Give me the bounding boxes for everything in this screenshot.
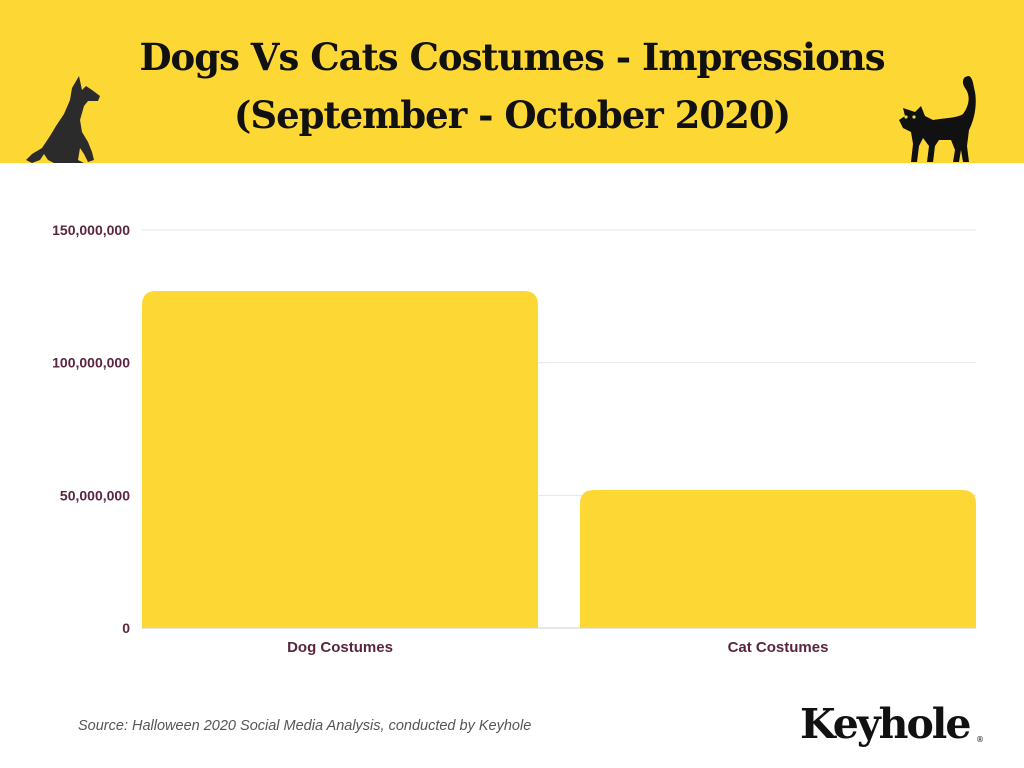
- header-banner: Dogs Vs Cats Costumes - Impressions (Sep…: [0, 0, 1024, 163]
- y-tick-label: 100,000,000: [52, 355, 130, 371]
- y-tick-label: 50,000,000: [60, 487, 130, 503]
- y-tick-label: 150,000,000: [52, 222, 130, 238]
- bar: [580, 490, 976, 628]
- dog-silhouette-icon: [26, 76, 100, 163]
- bar-chart: 0 50,000,000 100,000,000 150,000,000 Dog Cos…: [52, 222, 976, 656]
- x-tick-label: Dog Costumes: [287, 639, 393, 656]
- chart-title-line1: Dogs Vs Cats Costumes - Impressions: [139, 35, 885, 79]
- y-tick-label: 0: [122, 620, 130, 636]
- x-tick-label: Cat Costumes: [728, 639, 829, 656]
- brand-registered-mark: ®: [976, 735, 984, 744]
- cat-silhouette-icon: [899, 76, 976, 162]
- chart-title: Dogs Vs Cats Costumes - Impressions (Sep…: [120, 28, 904, 144]
- chart-title-line2: (September - October 2020): [233, 93, 791, 137]
- source-note: Source: Halloween 2020 Social Media Anal…: [78, 718, 532, 734]
- brand-logo: Keyhole: [800, 700, 971, 748]
- bar: [142, 291, 538, 628]
